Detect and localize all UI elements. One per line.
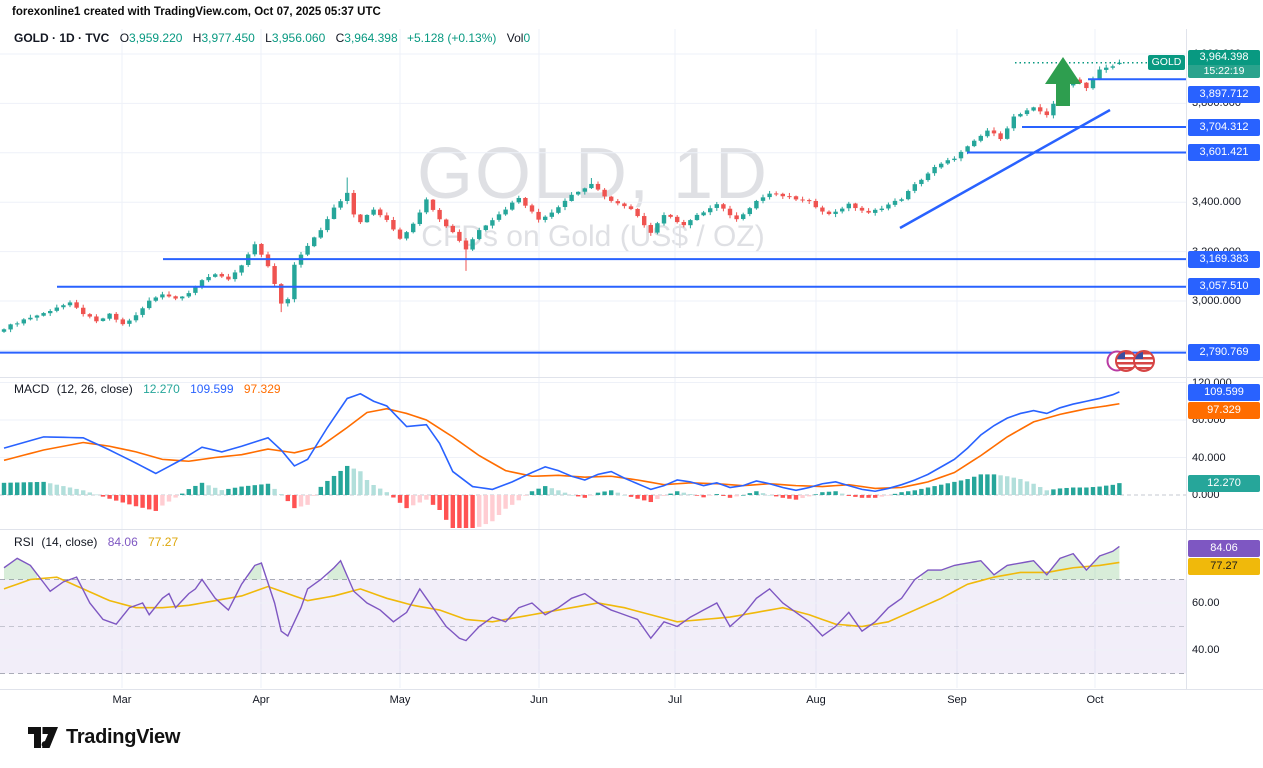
brand-name: TradingView [66,726,181,748]
low-label: L [265,31,272,45]
candlestick-series [1,59,1122,333]
high-label: H [192,31,202,45]
rsi-legend[interactable]: RSI (14, close) 84.06 77.27 [14,535,178,549]
rsi-band [0,579,1186,674]
rsi-title: RSI [14,535,35,549]
volume-label: Vol [506,31,524,45]
high-value: 3,977.450 [201,31,255,45]
rsi-overbought-fill [921,546,1120,580]
macd-line-value: 109.599 [190,382,234,396]
chart-canvas[interactable] [0,0,1263,712]
price-axis[interactable] [1186,29,1263,689]
page-title: forexonline1 created with TradingView.co… [12,6,381,18]
rsi-overbought-fill [4,558,37,580]
close-label: C [335,31,345,45]
macd-params: (12, 26, close) [56,382,133,396]
open-value: 3,959.220 [129,31,183,45]
rsi-value: 84.06 [107,535,138,549]
macd-signal-line [3,402,1120,490]
rsi-overbought-fill [248,563,262,580]
rsi-params: (14, close) [41,535,98,549]
macd-hist-value: 12.270 [143,382,180,396]
macd-line [3,391,1120,493]
macd-legend[interactable]: MACD (12, 26, close) 12.270 109.599 97.3… [14,382,281,396]
macd-pane [1,391,1122,528]
symbol-legend[interactable]: GOLD · 1D · TVC O3,959.220 H3,977.450 L3… [14,31,530,45]
volume-value: 0 [523,31,531,45]
rsi-ma-line [3,561,1120,628]
change-value: +5.128 (+0.13%) [407,31,497,45]
pane-separator-macd-rsi[interactable] [0,529,1263,530]
open-label: O [119,31,130,45]
trendline[interactable] [899,108,1111,230]
rsi-line [3,545,1120,642]
rsi-pane [3,545,1120,642]
macd-title: MACD [14,382,50,396]
close-value: 3,964.398 [344,31,398,45]
tradingview-brand[interactable]: TradingView [28,726,180,749]
symbol-title: GOLD · 1D · TVC [14,31,110,45]
tradingview-logo-icon [28,727,58,748]
up-arrow-drawing[interactable] [1045,57,1081,106]
economic-event-flags-icon[interactable] [1106,350,1155,372]
macd-signal-value: 97.329 [243,382,281,396]
pane-separator-price-macd[interactable] [0,377,1263,378]
rsi-ma-value: 77.27 [148,535,179,549]
footer: TradingView [0,712,1263,768]
time-axis[interactable] [0,689,1263,713]
low-value: 3,956.060 [271,31,326,45]
